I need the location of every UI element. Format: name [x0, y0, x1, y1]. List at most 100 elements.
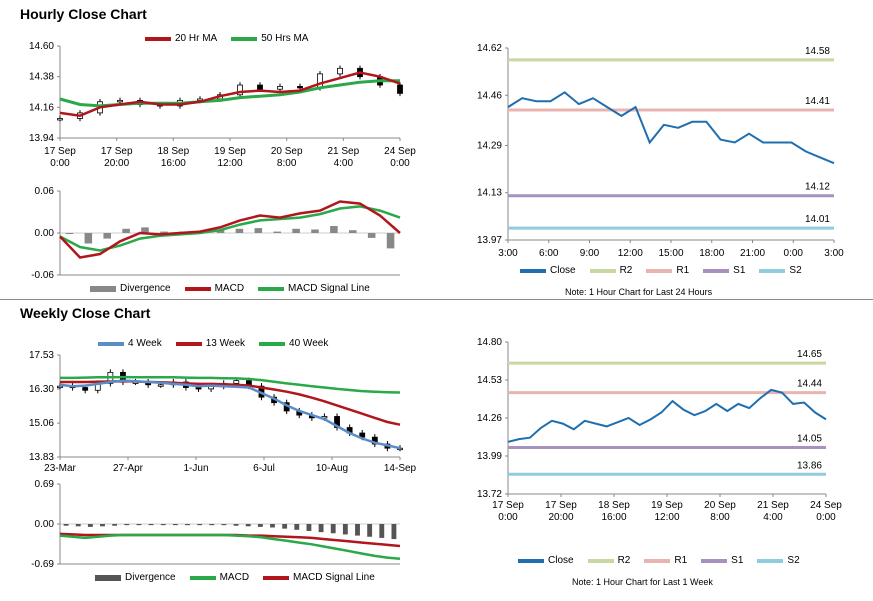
hourly-candle [57, 118, 63, 121]
x-tick-label: 12:00 [618, 248, 643, 259]
x-tick-label: 16:00 [161, 158, 186, 169]
weekly-divergence-bar [282, 524, 288, 529]
legend-macd: MACD [214, 283, 245, 294]
y-tick-label: 14.26 [477, 413, 502, 424]
x-tick-label: 0:00 [816, 512, 836, 523]
x-tick-label: 4:00 [763, 512, 783, 523]
legend-weekly-r2: R2 [617, 555, 631, 566]
weekly-level-label-s1: 14.05 [797, 434, 822, 445]
hourly-note: Note: 1 Hour Chart for Last 24 Hours [565, 287, 713, 297]
x-tick-label: 15:00 [658, 248, 683, 259]
legend-weekly-divergence: Divergence [125, 572, 176, 583]
weekly-macd-legend: Divergence MACD MACD Signal Line [95, 572, 389, 583]
x-tick-label: 3:00 [498, 248, 518, 259]
legend-4-week: 4 Week [128, 338, 162, 349]
weekly-divergence-bar [270, 524, 275, 528]
y-tick-label: 13.72 [477, 489, 502, 500]
weekly-divergence-bar [294, 524, 300, 530]
hourly-ma-legend: 20 Hr MA 50 Hrs MA [145, 33, 322, 44]
x-tick-label: 20:00 [548, 512, 573, 523]
x-tick-label: 4:00 [334, 158, 354, 169]
hourly-section-title: Hourly Close Chart [20, 6, 147, 22]
weekly-candle [82, 387, 89, 391]
legend-weekly-r1: R1 [674, 555, 688, 566]
legend-13-week: 13 Week [205, 338, 246, 349]
y-tick-label: 0.69 [35, 479, 55, 490]
hourly-candle [317, 73, 323, 89]
weekly-divergence-bar [87, 524, 93, 527]
weekly-divergence-bar [306, 524, 312, 531]
hourly-divergence-bar [122, 228, 130, 233]
x-tick-label: 21:00 [740, 248, 765, 259]
x-tick-label: 12:00 [217, 158, 242, 169]
x-tick-label: 1-Jun [183, 463, 208, 474]
hourly-divergence-bar [292, 228, 300, 233]
y-tick-label: 16.30 [29, 384, 54, 395]
weekly-level-label-r1: 14.44 [797, 379, 822, 390]
y-tick-label: 14.80 [477, 337, 502, 348]
weekly-divergence-bar [185, 524, 190, 526]
y-tick-label: 14.46 [477, 90, 502, 101]
weekly-divergence-bar [148, 524, 154, 526]
legend-weekly-macd-signal: MACD Signal Line [293, 572, 375, 583]
hourly-candle [237, 84, 243, 96]
x-tick-label: 24 Sep [810, 500, 842, 511]
hourly-divergence-bar [65, 233, 74, 234]
hourly-macd-legend: Divergence MACD MACD Signal Line [90, 283, 384, 294]
legend-weekly-close: Close [548, 555, 574, 566]
x-tick-label: 20:00 [104, 158, 129, 169]
x-tick-label: 3:00 [824, 248, 844, 259]
y-tick-label: 14.16 [29, 102, 54, 113]
weekly-divergence-bar [112, 524, 118, 526]
hourly-candle [277, 86, 283, 90]
weekly-divergence-bar [124, 524, 130, 526]
level-label-s1: 14.12 [805, 182, 830, 193]
weekly-divergence-bar [172, 524, 178, 526]
y-tick-label: 14.62 [477, 43, 502, 54]
series-line-close [507, 91, 835, 165]
x-tick-label: 0:00 [50, 158, 70, 169]
weekly-divergence-bar [391, 524, 397, 540]
weekly-level-label-s2: 13.86 [797, 460, 822, 471]
weekly-divergence-bar [367, 524, 373, 537]
x-tick-label: 6:00 [539, 248, 559, 259]
level-label-r2: 14.58 [805, 46, 830, 57]
weekly-section-title: Weekly Close Chart [20, 305, 151, 321]
weekly-note: Note: 1 Hour Chart for Last 1 Week [572, 577, 713, 587]
y-tick-label: 13.94 [29, 133, 54, 144]
section-divider [0, 299, 873, 300]
weekly-divergence-bar [75, 524, 81, 527]
hourly-divergence-bar [103, 233, 111, 239]
y-tick-label: 14.60 [29, 41, 54, 52]
y-tick-label: 14.53 [477, 375, 502, 386]
weekly-level-label-r2: 14.65 [797, 349, 822, 360]
series-line-20hr-ma [59, 71, 401, 117]
hourly-divergence-bar [235, 228, 244, 233]
x-tick-label: 8:00 [710, 512, 730, 523]
x-tick-label: 6-Jul [253, 463, 275, 474]
x-tick-label: 23-Mar [44, 463, 76, 474]
weekly-candle [195, 387, 202, 390]
x-tick-label: 19 Sep [651, 500, 683, 511]
weekly-divergence-bar [160, 524, 166, 526]
weekly-divergence-bar [136, 524, 142, 526]
y-tick-label: 17.53 [29, 350, 54, 361]
x-tick-label: 0:00 [784, 248, 804, 259]
x-tick-label: 0:00 [390, 158, 410, 169]
hourly-levels-legend: Close R2 R1 S1 S2 [520, 265, 816, 276]
legend-macd-signal: MACD Signal Line [288, 283, 370, 294]
series-line-weekly-close [507, 388, 827, 443]
y-tick-label: 13.97 [477, 235, 502, 246]
legend-s1: S1 [733, 265, 746, 276]
hourly-divergence-bar [311, 229, 319, 233]
x-tick-label: 10-Aug [316, 463, 348, 474]
hourly-candle [297, 86, 303, 89]
weekly-divergence-bar [379, 524, 385, 538]
y-tick-label: 14.38 [29, 72, 54, 83]
legend-s2: S2 [789, 265, 802, 276]
y-tick-label: 0.00 [35, 519, 55, 530]
weekly-ma-legend: 4 Week 13 Week 40 Week [98, 338, 342, 349]
x-tick-label: 18:00 [699, 248, 724, 259]
level-label-r1: 14.41 [805, 96, 830, 107]
x-tick-label: 20 Sep [271, 146, 303, 157]
